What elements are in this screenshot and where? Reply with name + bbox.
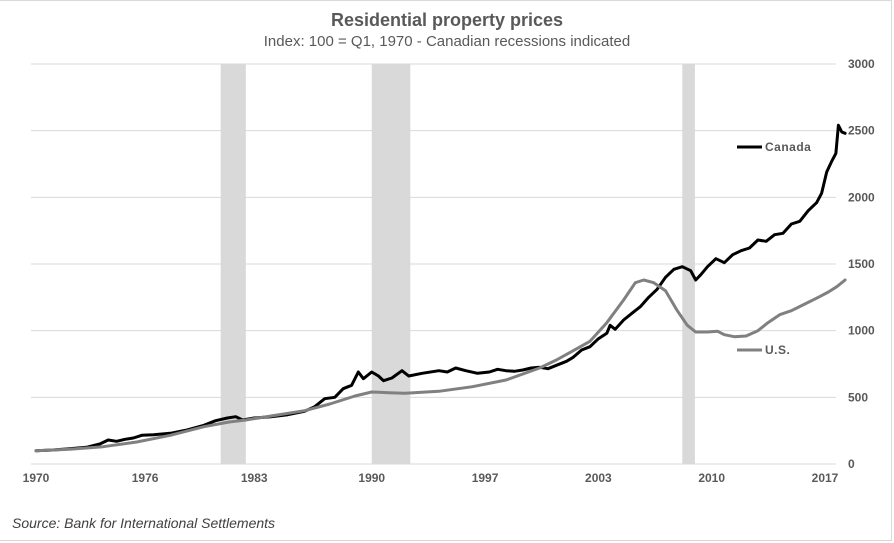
y-tick-label: 2000 <box>848 190 875 204</box>
y-tick-label: 2500 <box>848 124 875 138</box>
series-line-canada <box>34 123 847 453</box>
x-tick-label: 1976 <box>132 471 159 485</box>
x-tick-label: 1983 <box>241 471 268 485</box>
y-tick-label: 1000 <box>848 324 875 338</box>
x-tick-label: 1990 <box>358 471 385 485</box>
legend-label-us: U.S. <box>765 343 790 357</box>
y-tick-label: 500 <box>848 390 868 404</box>
y-tick-label: 0 <box>848 457 855 471</box>
y-tick-label: 3000 <box>848 57 875 71</box>
y-tick-label: 1500 <box>848 257 875 271</box>
x-tick-label: 1970 <box>23 471 50 485</box>
legend-label-canada: Canada <box>765 140 811 154</box>
chart-subtitle: Index: 100 = Q1, 1970 - Canadian recessi… <box>263 33 631 50</box>
chart-source: Source: Bank for International Settlemen… <box>12 515 276 531</box>
series-line-us <box>34 278 847 453</box>
x-tick-label: 2017 <box>812 471 839 485</box>
x-tick-label: 2010 <box>698 471 725 485</box>
chart-title: Residential property prices <box>330 10 564 30</box>
x-tick-label: 2003 <box>585 471 612 485</box>
x-tick-label: 1997 <box>472 471 499 485</box>
